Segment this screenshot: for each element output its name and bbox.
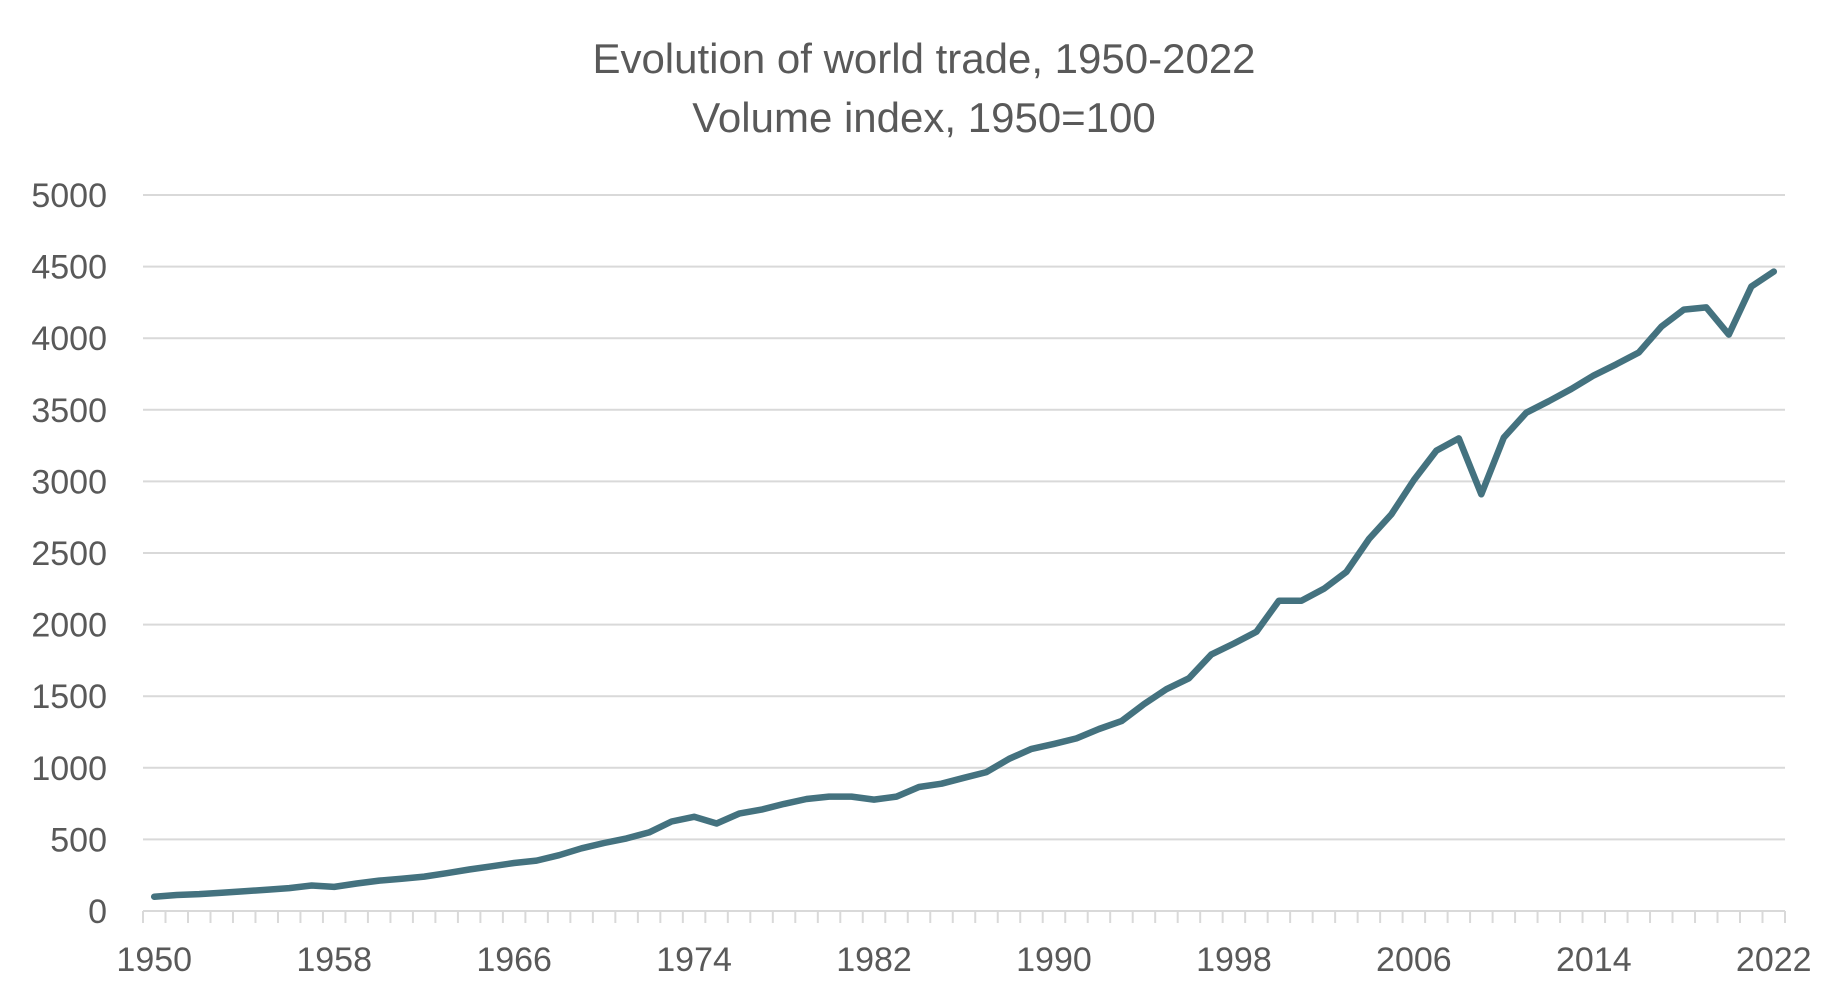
chart-title: Evolution of world trade, 1950-2022 bbox=[592, 35, 1255, 82]
gridlines bbox=[143, 194, 1785, 841]
x-tick-label: 1974 bbox=[656, 941, 732, 979]
x-tick-label: 1998 bbox=[1196, 941, 1272, 979]
x-tick-label: 1958 bbox=[296, 941, 372, 979]
x-tick-label: 2006 bbox=[1376, 941, 1452, 979]
y-tick-label: 0 bbox=[88, 893, 107, 931]
y-tick-label: 3000 bbox=[31, 463, 107, 501]
x-tick-label: 1966 bbox=[476, 941, 552, 979]
x-tick-label: 1950 bbox=[116, 941, 192, 979]
x-tick-label: 2014 bbox=[1556, 941, 1632, 979]
y-tick-label: 5000 bbox=[31, 177, 107, 215]
x-axis-labels: 1950 1958 1966 1974 1982 1990 1998 2006 2014 2022 bbox=[116, 941, 1811, 979]
y-tick-label: 500 bbox=[50, 821, 107, 859]
x-tick-label: 1990 bbox=[1016, 941, 1092, 979]
y-tick-label: 2000 bbox=[31, 607, 107, 645]
series-layer bbox=[150, 268, 1778, 900]
chart-subtitle: Volume index, 1950=100 bbox=[692, 94, 1156, 141]
series-line bbox=[150, 268, 1778, 900]
y-tick-label: 4000 bbox=[31, 320, 107, 358]
y-tick-label: 1500 bbox=[31, 678, 107, 716]
y-axis-labels: 0 500 1000 1500 2000 2500 3000 3500 4000 4500 5000 bbox=[31, 177, 107, 931]
y-tick-label: 3500 bbox=[31, 392, 107, 430]
y-tick-label: 1000 bbox=[31, 750, 107, 788]
x-tick-label: 2022 bbox=[1736, 941, 1812, 979]
y-tick-label: 2500 bbox=[31, 535, 107, 573]
x-axis bbox=[142, 910, 1786, 923]
x-tick-label: 1982 bbox=[836, 941, 912, 979]
y-tick-label: 4500 bbox=[31, 249, 107, 287]
